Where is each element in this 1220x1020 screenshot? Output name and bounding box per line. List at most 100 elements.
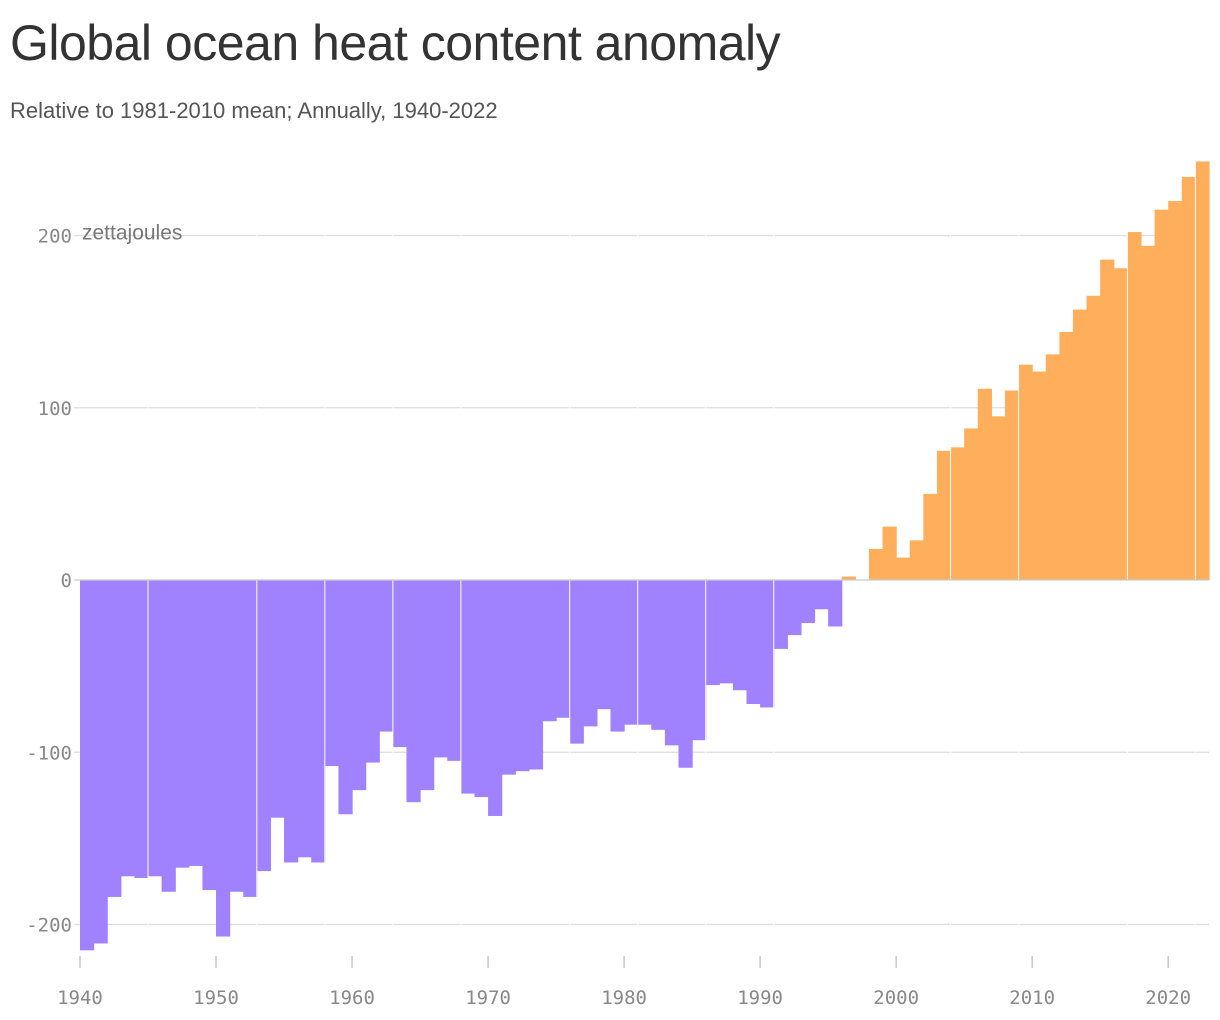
bar-1943: [120, 580, 136, 877]
chart-title: Global ocean heat content anomaly: [10, 15, 781, 71]
bar-1970: [488, 580, 503, 816]
x-tick-label: 2020: [1145, 987, 1191, 1009]
x-tick-label: 1970: [465, 987, 511, 1009]
bar-1956: [297, 580, 312, 858]
bar-2013: [1072, 309, 1088, 580]
bar-1977: [583, 580, 598, 727]
bar-1951: [229, 580, 244, 892]
bar-2016: [1113, 268, 1128, 580]
x-tick-label: 2000: [873, 987, 919, 1009]
bar-1966: [433, 580, 448, 758]
bar-1984: [678, 580, 693, 768]
bar-1958: [324, 580, 340, 767]
x-tick-label: 1950: [193, 987, 239, 1009]
bar-1948: [188, 580, 204, 866]
bar-1981: [637, 580, 652, 725]
bar-2004: [950, 447, 965, 580]
bar-1965: [420, 580, 435, 791]
y-tick-label: -100: [26, 742, 72, 764]
bar-2012: [1059, 331, 1074, 580]
bar-2001: [909, 540, 924, 580]
bar-1989: [746, 580, 761, 705]
bar-1999: [882, 526, 897, 580]
axis-labels: -200 -100 0 100 200 zettajoules 1940 1950 1960 19…: [26, 222, 1191, 1010]
y-tick-label: 0: [61, 570, 72, 592]
bar-1982: [651, 580, 666, 730]
bar-1969: [474, 580, 489, 798]
bar-2022: [1195, 161, 1210, 580]
x-tick-label: 2010: [1009, 987, 1055, 1009]
bars: [80, 150, 1210, 990]
y-tick-label: 100: [38, 398, 72, 420]
bar-1978: [596, 580, 612, 710]
bar-1963: [392, 580, 408, 748]
bar-2011: [1045, 354, 1060, 580]
bar-1946: [161, 580, 176, 892]
bar-1959: [338, 580, 353, 815]
bar-2014: [1086, 295, 1101, 580]
bar-2008: [1004, 390, 1020, 580]
bar-2005: [964, 428, 979, 580]
bar-1976: [569, 580, 584, 744]
bar-1949: [202, 580, 217, 891]
x-tick-label: 1960: [329, 987, 375, 1009]
bar-2020: [1168, 201, 1183, 581]
bar-2009: [1018, 364, 1033, 580]
x-tick-label: 1980: [601, 987, 647, 1009]
bar-1994: [814, 580, 829, 610]
bar-2002: [923, 493, 938, 580]
bar-1975: [556, 580, 571, 718]
bar-1993: [800, 580, 816, 624]
bar-2021: [1181, 176, 1196, 580]
bar-1955: [284, 580, 299, 863]
bar-2003: [936, 450, 952, 580]
bar-1996: [841, 576, 856, 580]
y-tick-label: -200: [26, 915, 72, 937]
bar-2015: [1100, 259, 1115, 580]
bar-1945: [148, 580, 163, 877]
bar-1967: [447, 580, 462, 761]
bar-1953: [256, 580, 272, 872]
bar-1973: [528, 580, 544, 770]
bar-1983: [664, 580, 680, 746]
bar-1950: [216, 580, 231, 937]
y-tick-label: 200: [38, 226, 72, 248]
bar-1952: [243, 580, 258, 897]
bar-1992: [787, 580, 802, 636]
chart-subtitle: Relative to 1981-2010 mean; Annually, 19…: [10, 98, 498, 123]
bar-1991: [773, 580, 788, 649]
bar-1960: [352, 580, 367, 791]
bar-1962: [379, 580, 394, 732]
bar-1968: [460, 580, 476, 794]
x-tick-label: 1940: [57, 987, 103, 1009]
bar-1940: [80, 580, 95, 951]
bar-2018: [1140, 245, 1156, 580]
bar-1985: [692, 580, 707, 741]
bar-1988: [732, 580, 748, 691]
bar-1947: [175, 580, 190, 868]
bar-1986: [705, 580, 720, 686]
bar-1944: [134, 580, 149, 878]
bar-2019: [1154, 209, 1169, 580]
bar-1942: [107, 580, 122, 897]
bar-2017: [1127, 232, 1142, 580]
bar-1964: [406, 580, 421, 803]
bar-2000: [896, 557, 911, 580]
bar-1941: [93, 580, 108, 944]
bar-1954: [270, 580, 285, 818]
bar-1980: [624, 580, 639, 725]
bar-1990: [760, 580, 775, 708]
bar-1972: [515, 580, 530, 772]
bar-1971: [501, 580, 516, 775]
unit-label: zettajoules: [82, 222, 182, 245]
bar-1987: [719, 580, 734, 684]
x-tick-label: 1990: [737, 987, 783, 1009]
bar-2010: [1032, 371, 1047, 580]
bar-2007: [991, 416, 1006, 580]
bar-1961: [365, 580, 380, 763]
bar-1998: [868, 548, 884, 580]
bar-1995: [828, 580, 843, 627]
bar-1957: [311, 580, 326, 863]
bar-2006: [977, 388, 992, 580]
